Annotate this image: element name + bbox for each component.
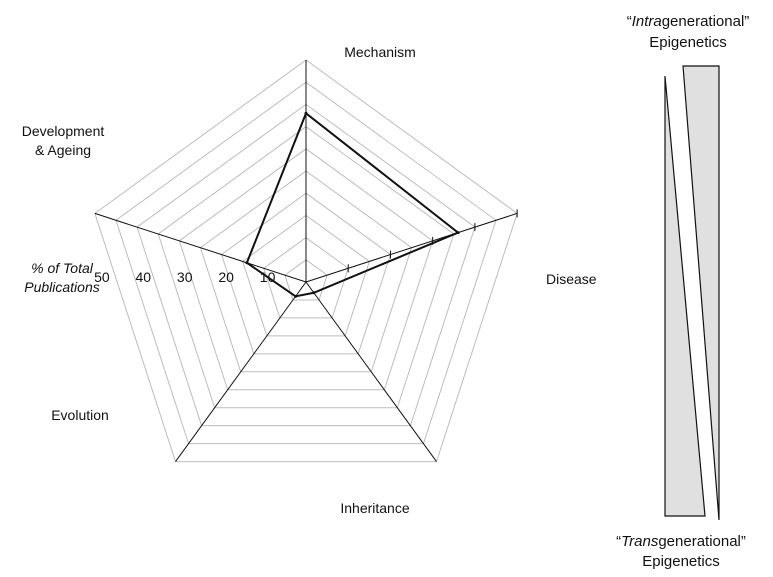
series-point-development-ageing bbox=[245, 261, 249, 265]
axis-label-evolution: Evolution bbox=[51, 407, 109, 423]
transgenerational-label: “Transgenerational” bbox=[616, 533, 746, 550]
grid-ring-40 bbox=[136, 103, 476, 427]
grid-ring-15 bbox=[242, 214, 370, 337]
grid-ring-30 bbox=[178, 148, 434, 391]
tick-label-30: 30 bbox=[177, 269, 193, 285]
grid-ring-20 bbox=[220, 192, 392, 355]
tick-label-40: 40 bbox=[136, 269, 152, 285]
radar-grid bbox=[94, 59, 518, 463]
intragenerational-wedge bbox=[682, 65, 720, 521]
axis-label-development-line2: & Ageing bbox=[35, 142, 91, 158]
transgenerational-wedge bbox=[664, 75, 706, 517]
intra-trans-panel: “Intragenerational” Epigenetics “Transge… bbox=[616, 13, 749, 570]
intragenerational-label-line2: Epigenetics bbox=[649, 34, 727, 51]
radar-series bbox=[245, 111, 460, 298]
axis-label-development-line1: Development bbox=[22, 123, 105, 139]
radial-axis-title-line2: Publications bbox=[24, 279, 100, 295]
transgenerational-label-line2: Epigenetics bbox=[642, 553, 720, 570]
spoke-development-ageing bbox=[94, 212, 307, 283]
axis-label-mechanism: Mechanism bbox=[344, 44, 416, 60]
spoke-inheritance bbox=[305, 281, 437, 462]
grid-ring-25 bbox=[199, 170, 413, 373]
spoke-evolution bbox=[175, 281, 307, 462]
grid-ring-10 bbox=[263, 236, 349, 319]
tick-label-50: 50 bbox=[94, 269, 110, 285]
radial-axis-title-line1: % of Total bbox=[31, 260, 94, 276]
series-polygon bbox=[245, 111, 460, 298]
grid-ring-35 bbox=[157, 125, 455, 409]
series-point-disease bbox=[456, 231, 460, 235]
intragenerational-label: “Intragenerational” bbox=[627, 13, 750, 30]
axis-label-inheritance: Inheritance bbox=[340, 500, 409, 516]
grid-ring-5 bbox=[284, 259, 328, 301]
tick-label-20: 20 bbox=[218, 269, 234, 285]
grid-ring-50 bbox=[94, 59, 518, 463]
spoke-disease bbox=[305, 212, 518, 283]
series-point-evolution bbox=[294, 294, 298, 298]
series-point-inheritance bbox=[312, 291, 316, 295]
grid-ring-45 bbox=[115, 81, 497, 445]
axis-label-disease: Disease bbox=[546, 271, 597, 287]
series-point-mechanism bbox=[304, 111, 308, 115]
radar-axes bbox=[94, 60, 518, 462]
